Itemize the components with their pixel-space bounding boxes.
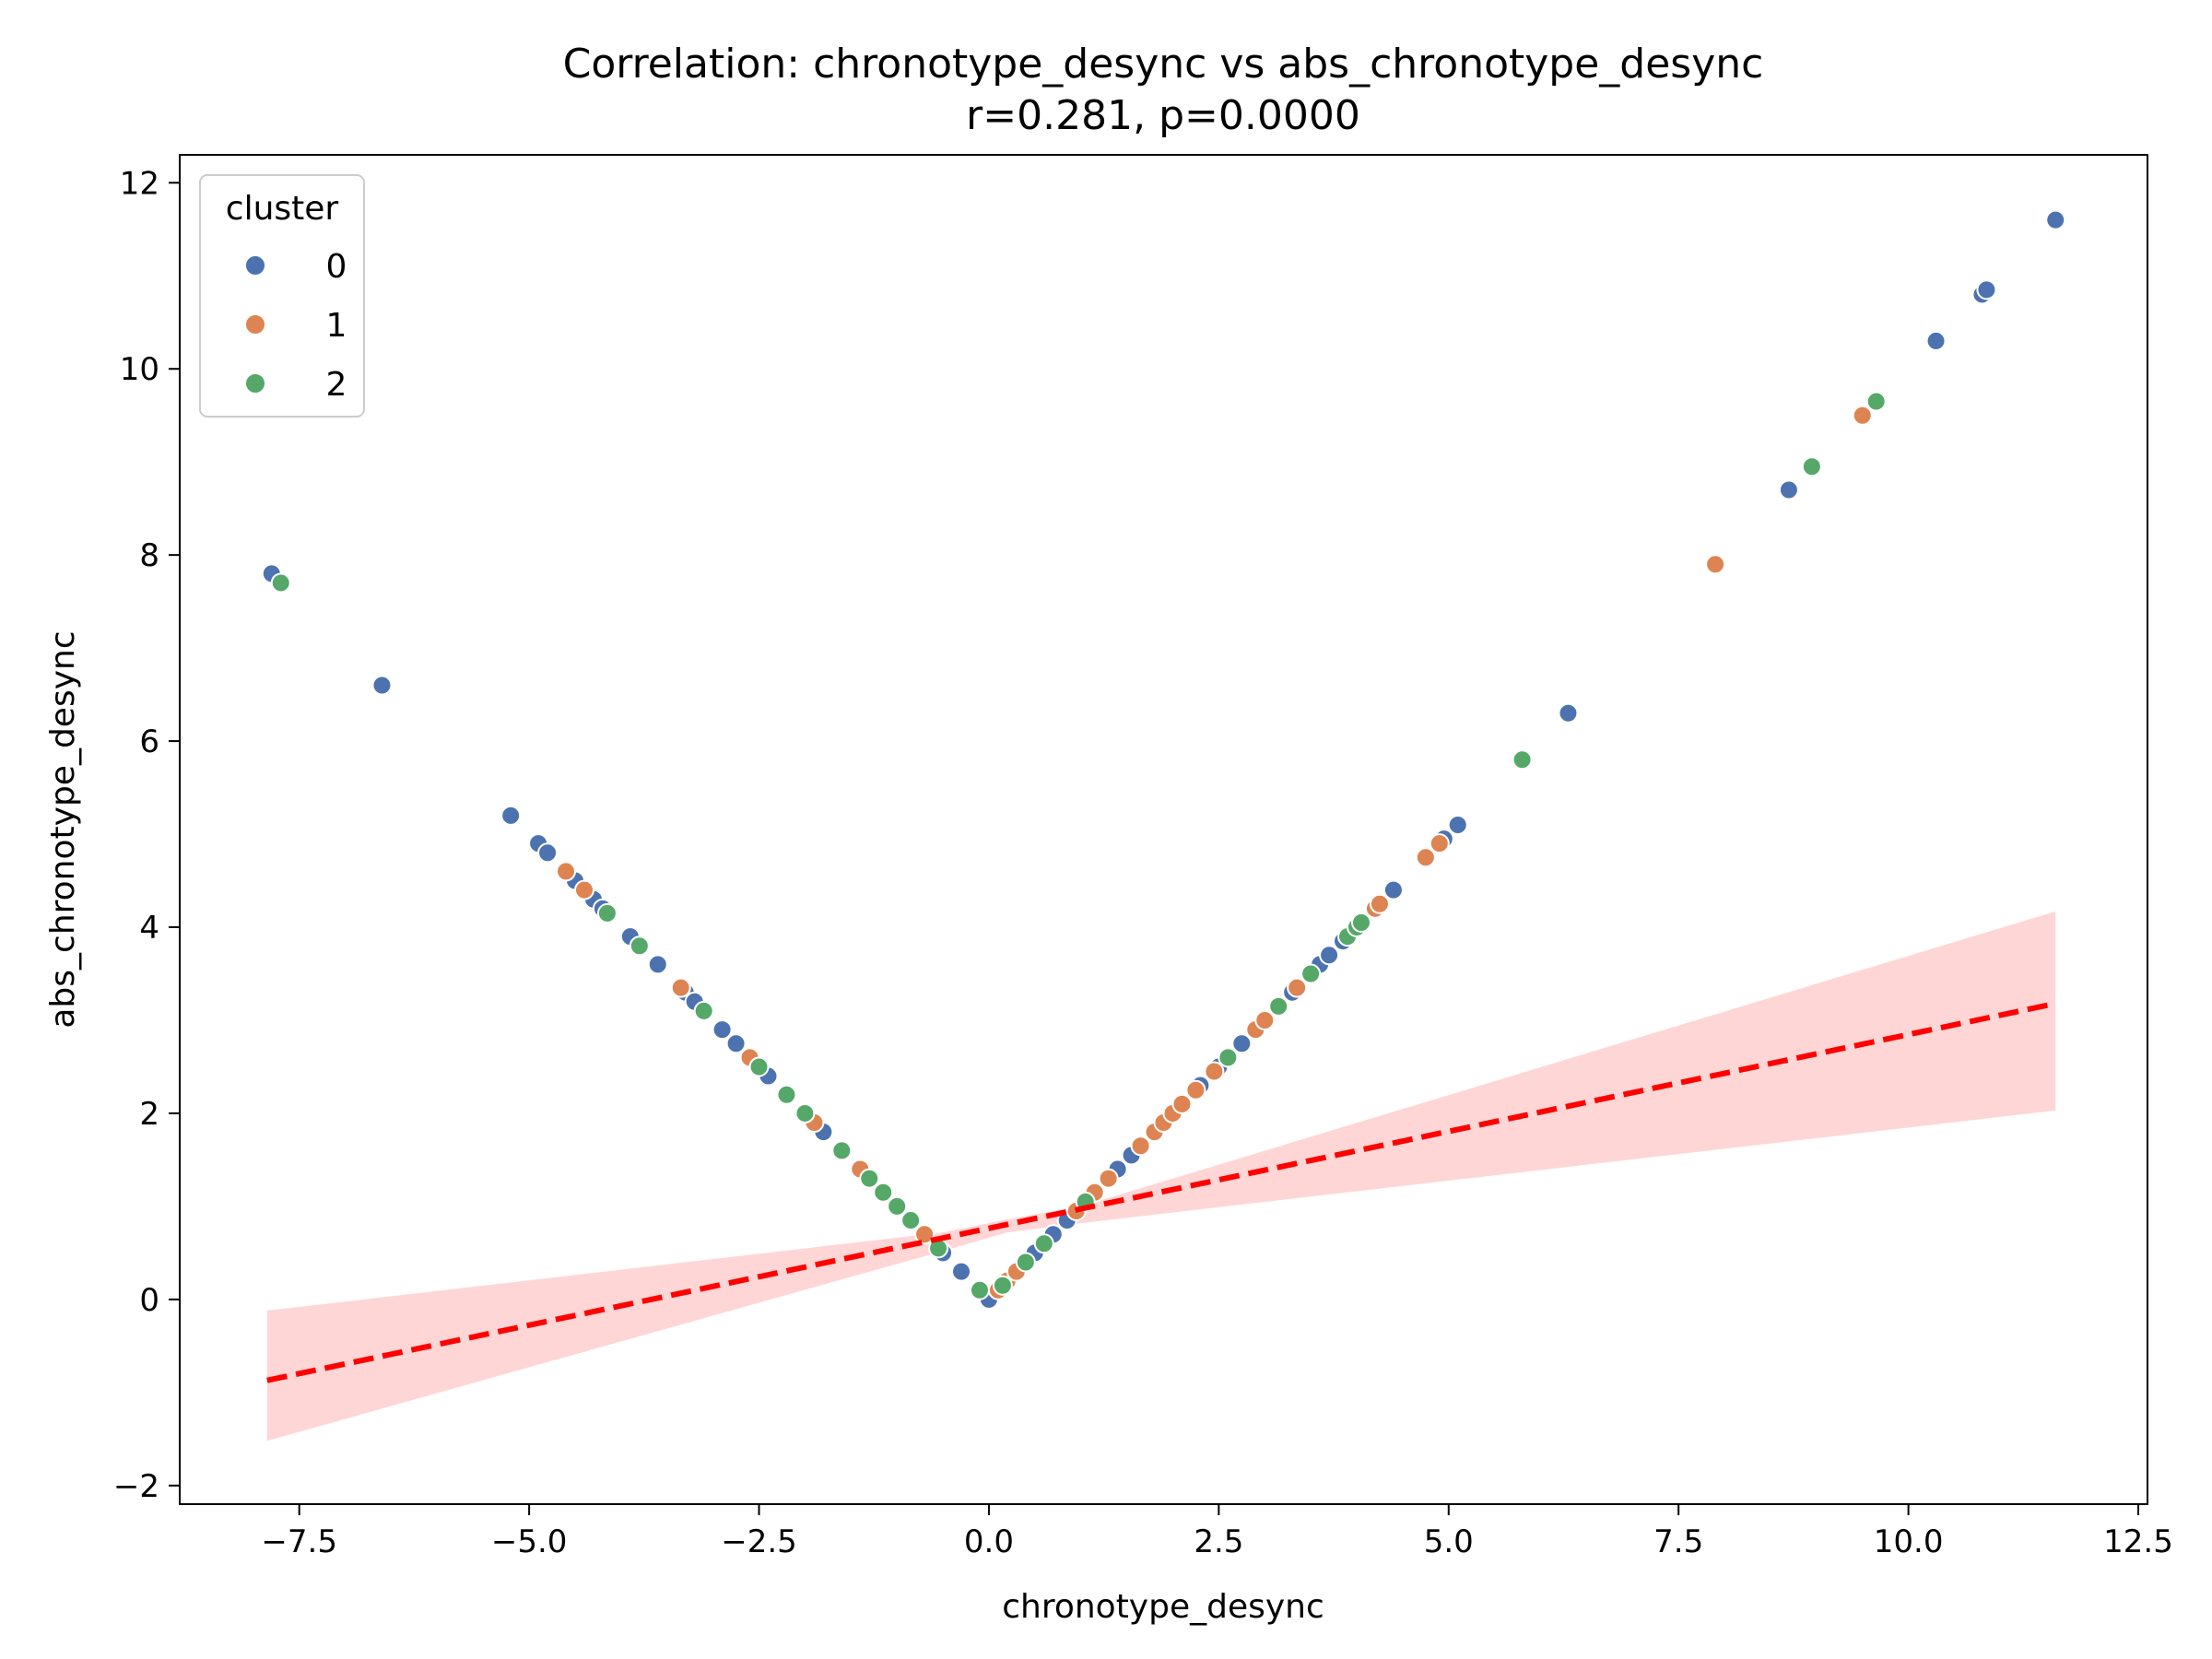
chart-title: Correlation: chronotype_desync vs abs_ch… <box>563 41 1764 88</box>
scatter-point <box>1865 391 1887 412</box>
scatter-point <box>1130 1135 1151 1157</box>
scatter-point <box>556 861 577 882</box>
scatter-point <box>1558 702 1579 724</box>
series-2 <box>270 391 1887 1300</box>
scatter-point <box>573 879 594 900</box>
x-tick-label: 0.0 <box>964 1524 1014 1560</box>
scatter-point <box>596 902 618 924</box>
scatter-point <box>270 572 291 594</box>
scatter-point <box>500 805 522 826</box>
scatter-point <box>1287 977 1308 998</box>
scatter-point <box>1015 1252 1036 1273</box>
y-tick-label: 2 <box>139 1096 159 1133</box>
legend-title: cluster <box>226 190 339 228</box>
y-axis-ticks: −2 0 2 4 6 8 10 12 <box>113 165 180 1505</box>
scatter-point <box>887 1195 908 1217</box>
scatter-point <box>900 1210 922 1231</box>
x-axis-title: chronotype_desync <box>1002 1588 1324 1626</box>
x-tick-label: −5.0 <box>491 1524 568 1560</box>
x-axis-ticks: −7.5 −5.0 −2.5 0.0 2.5 5.0 7.5 10.0 12.5 <box>261 1504 2173 1560</box>
y-tick-label: 10 <box>120 351 159 388</box>
scatter-point <box>831 1140 853 1161</box>
legend-box <box>199 174 365 418</box>
scatter-point <box>693 1000 714 1021</box>
scatter-point <box>629 935 650 957</box>
scatter-point <box>748 1056 770 1077</box>
scatter-point <box>371 675 393 696</box>
scatter-point <box>670 977 691 998</box>
scatter-point <box>2045 209 2066 230</box>
x-tick-label: 2.5 <box>1194 1524 1243 1560</box>
y-axis-title: abs_chronotype_desync <box>44 630 82 1028</box>
legend: cluster 0 1 2 <box>199 174 365 418</box>
scatter-point <box>1925 330 1947 351</box>
scatter-point <box>1852 405 1873 426</box>
scatter-point <box>1171 1093 1193 1114</box>
scatter-point <box>1976 279 1997 300</box>
scatter-point <box>1231 1033 1253 1054</box>
scatter-point <box>914 1224 935 1245</box>
x-tick-label: 5.0 <box>1424 1524 1474 1560</box>
legend-entries: 0 1 2 <box>244 248 347 404</box>
scatter-point <box>1300 963 1322 984</box>
scatter-point <box>712 1019 733 1041</box>
scatter-point <box>537 842 559 864</box>
scatter-point <box>969 1279 990 1300</box>
scatter-point <box>1447 814 1468 835</box>
y-tick-label: 12 <box>120 165 159 202</box>
scatter-point <box>1350 912 1371 933</box>
scatter-point <box>1429 833 1450 854</box>
confidence-band-layer <box>266 911 2056 1441</box>
x-tick-label: −2.5 <box>721 1524 797 1560</box>
regression-line <box>266 1000 2056 1383</box>
scatter-point <box>1382 879 1404 900</box>
scatter-point <box>1254 1009 1276 1030</box>
legend-marker <box>244 372 266 394</box>
y-tick-label: 8 <box>139 537 159 574</box>
scatter-point <box>859 1168 880 1189</box>
legend-label: 0 <box>326 248 347 286</box>
scatter-point <box>873 1182 894 1203</box>
confidence-band <box>266 911 2056 1441</box>
scatter-points-layer <box>261 209 2066 1310</box>
scatter-point <box>794 1102 816 1124</box>
scatter-point <box>725 1033 747 1054</box>
plot-frame <box>179 154 2148 1505</box>
x-tick-label: 7.5 <box>1653 1524 1703 1560</box>
scatter-point <box>1033 1233 1054 1254</box>
legend-marker <box>244 254 266 276</box>
x-tick-label: −7.5 <box>261 1524 337 1560</box>
scatter-point <box>1415 847 1436 868</box>
y-tick-label: 0 <box>139 1282 159 1319</box>
scatter-point <box>1185 1079 1206 1100</box>
scatter-point <box>1801 456 1822 477</box>
scatter-point <box>1218 1047 1239 1068</box>
y-tick-label: −2 <box>113 1468 159 1505</box>
scatter-point <box>1268 995 1289 1017</box>
scatter-point <box>776 1084 797 1105</box>
scatter-point <box>1204 1061 1225 1082</box>
regression-line-layer <box>266 1000 2056 1383</box>
y-tick-label: 4 <box>139 910 159 947</box>
y-tick-label: 6 <box>139 724 159 760</box>
scatter-point <box>647 954 668 975</box>
chart-subtitle: r=0.281, p=0.0000 <box>966 92 1360 139</box>
scatter-point <box>1098 1168 1119 1189</box>
scatter-point <box>1705 554 1726 575</box>
scatter-point <box>1369 893 1390 914</box>
legend-label: 1 <box>326 307 347 345</box>
scatter-point <box>1778 479 1799 500</box>
x-tick-label: 10.0 <box>1874 1524 1944 1560</box>
legend-marker <box>244 313 266 335</box>
scatter-point <box>951 1261 972 1282</box>
legend-label: 2 <box>326 366 347 404</box>
scatter-point <box>1512 749 1533 771</box>
scatter-point <box>1319 945 1340 966</box>
scatter-point <box>992 1275 1013 1296</box>
x-tick-label: 12.5 <box>2103 1524 2173 1560</box>
